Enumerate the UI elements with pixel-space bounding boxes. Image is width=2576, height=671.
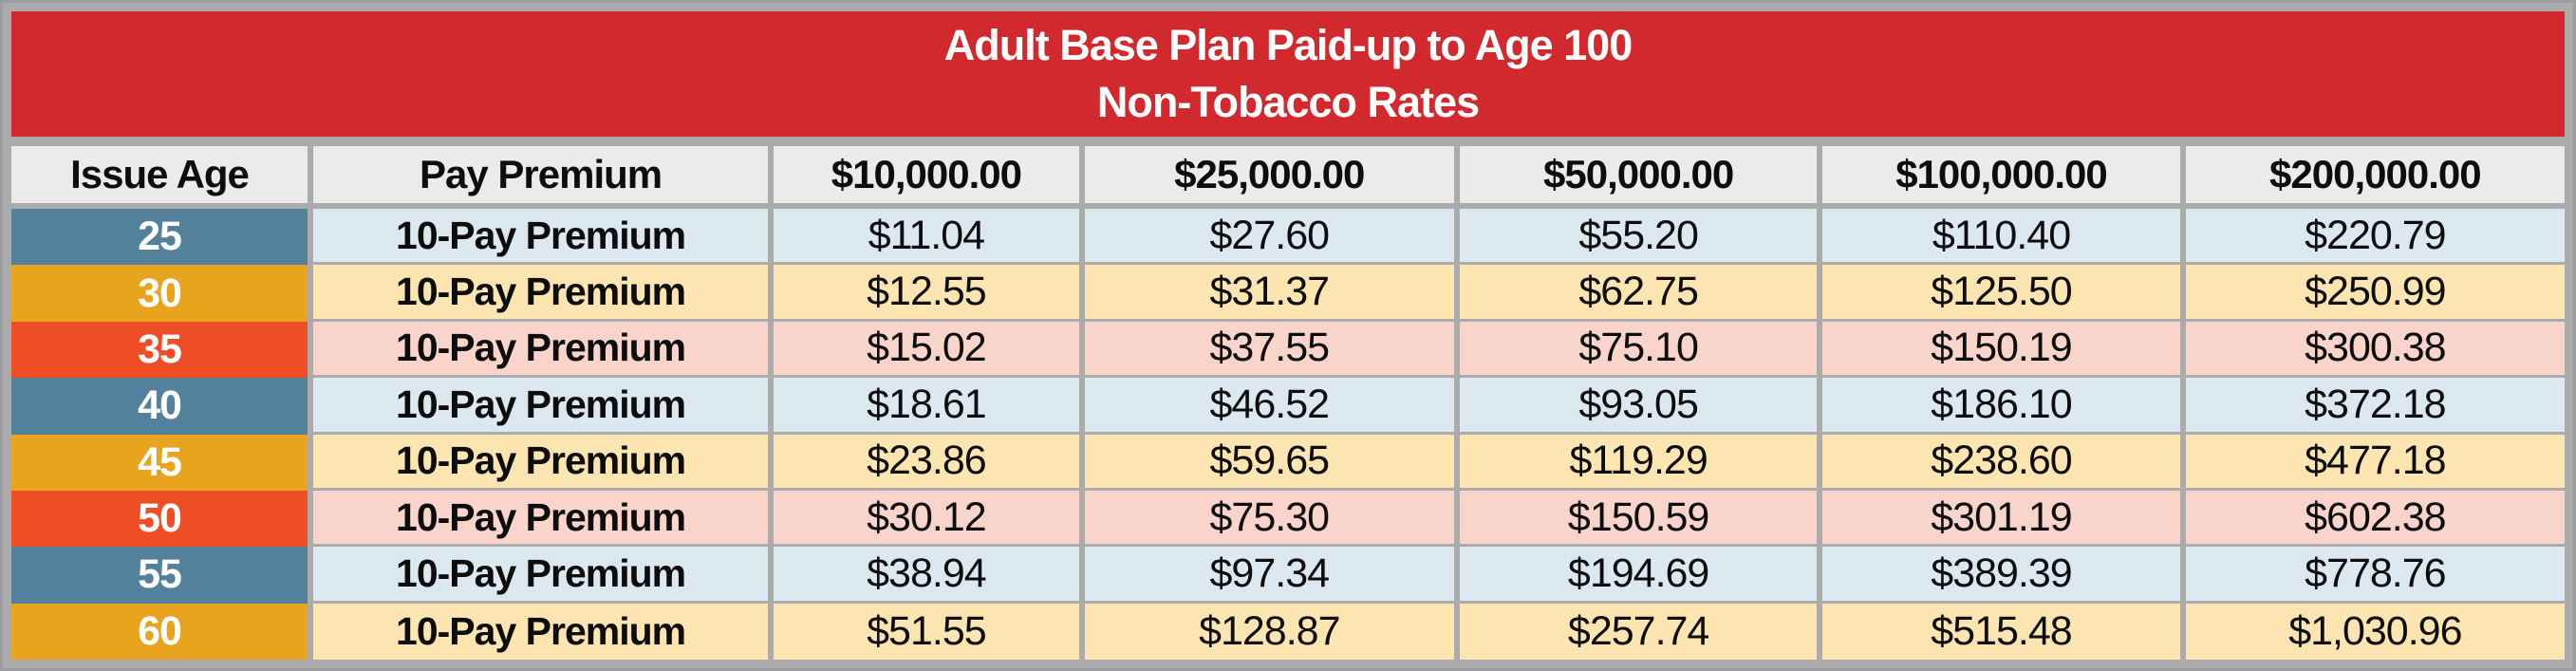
premium-value-cell: $75.30 — [1084, 490, 1454, 548]
issue-age-cell: 45 — [11, 434, 308, 491]
premium-value-cell: $15.02 — [774, 321, 1079, 379]
pay-premium-cell: 10-Pay Premium — [313, 209, 769, 266]
pay-premium-cell: 10-Pay Premium — [313, 378, 769, 435]
premium-value-cell: $12.55 — [774, 265, 1079, 322]
rates-table: Issue Age Pay Premium $10,000.00 $25,000.00… — [11, 146, 2565, 660]
premium-value-cell: $31.37 — [1084, 265, 1454, 322]
title-line-1: Adult Base Plan Paid-up to Age 100 — [943, 21, 1633, 69]
premium-value-cell: $23.86 — [774, 434, 1079, 491]
premium-value-cell: $125.50 — [1822, 265, 2180, 322]
premium-value-cell: $18.61 — [774, 378, 1079, 435]
premium-value-cell: $150.19 — [1822, 321, 2180, 379]
premium-value-cell: $300.38 — [2185, 321, 2565, 379]
premium-value-cell: $238.60 — [1822, 434, 2180, 491]
column-header-0: Issue Age — [11, 146, 308, 203]
premium-value-cell: $37.55 — [1084, 321, 1454, 379]
premium-value-cell: $257.74 — [1459, 603, 1818, 660]
premium-value-cell: $1,030.96 — [2185, 603, 2565, 660]
premium-value-cell: $62.75 — [1459, 265, 1818, 322]
column-header-3: $25,000.00 — [1084, 146, 1454, 203]
premium-value-cell: $128.87 — [1084, 603, 1454, 660]
premium-value-cell: $194.69 — [1459, 547, 1818, 604]
pay-premium-cell: 10-Pay Premium — [313, 265, 769, 322]
premium-value-cell: $30.12 — [774, 490, 1079, 548]
title-line-2: Non-Tobacco Rates — [1096, 78, 1480, 126]
issue-age-cell: 55 — [11, 547, 308, 604]
pay-premium-cell: 10-Pay Premium — [313, 490, 769, 548]
premium-value-cell: $110.40 — [1822, 209, 2180, 266]
issue-age-cell: 60 — [11, 603, 308, 660]
premium-value-cell: $119.29 — [1459, 434, 1818, 491]
premium-value-cell: $27.60 — [1084, 209, 1454, 266]
premium-value-cell: $97.34 — [1084, 547, 1454, 604]
premium-value-cell: $59.65 — [1084, 434, 1454, 491]
premium-value-cell: $477.18 — [2185, 434, 2565, 491]
premium-value-cell: $372.18 — [2185, 378, 2565, 435]
premium-value-cell: $778.76 — [2185, 547, 2565, 604]
premium-value-cell: $38.94 — [774, 547, 1079, 604]
premium-value-cell: $389.39 — [1822, 547, 2180, 604]
premium-value-cell: $515.48 — [1822, 603, 2180, 660]
premium-value-cell: $55.20 — [1459, 209, 1818, 266]
column-header-1: Pay Premium — [313, 146, 769, 203]
issue-age-cell: 30 — [11, 265, 308, 322]
premium-value-cell: $93.05 — [1459, 378, 1818, 435]
premium-value-cell: $186.10 — [1822, 378, 2180, 435]
premium-value-cell: $220.79 — [2185, 209, 2565, 266]
premium-value-cell: $150.59 — [1459, 490, 1818, 548]
column-header-6: $200,000.00 — [2185, 146, 2565, 203]
premium-value-cell: $250.99 — [2185, 265, 2565, 322]
pay-premium-cell: 10-Pay Premium — [313, 547, 769, 604]
column-header-5: $100,000.00 — [1822, 146, 2180, 203]
pay-premium-cell: 10-Pay Premium — [313, 603, 769, 660]
column-header-2: $10,000.00 — [774, 146, 1079, 203]
premium-value-cell: $51.55 — [774, 603, 1079, 660]
premium-value-cell: $301.19 — [1822, 490, 2180, 548]
premium-value-cell: $46.52 — [1084, 378, 1454, 435]
issue-age-cell: 35 — [11, 321, 308, 379]
pay-premium-cell: 10-Pay Premium — [313, 321, 769, 379]
premium-value-cell: $11.04 — [774, 209, 1079, 266]
issue-age-cell: 50 — [11, 490, 308, 548]
premium-value-cell: $602.38 — [2185, 490, 2565, 548]
table-title-banner: Adult Base Plan Paid-up to Age 100 Non-T… — [11, 11, 2565, 137]
issue-age-cell: 40 — [11, 378, 308, 435]
pay-premium-cell: 10-Pay Premium — [313, 434, 769, 491]
column-header-4: $50,000.00 — [1459, 146, 1818, 203]
premium-value-cell: $75.10 — [1459, 321, 1818, 379]
issue-age-cell: 25 — [11, 209, 308, 266]
